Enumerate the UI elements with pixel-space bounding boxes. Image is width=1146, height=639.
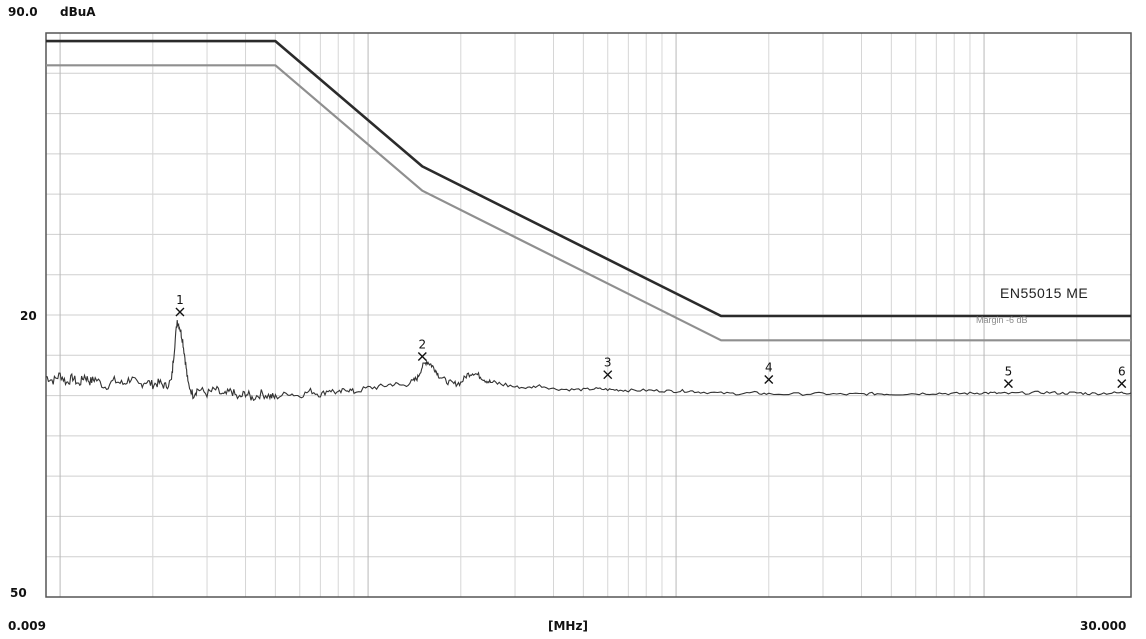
marker-x-stroke (603, 370, 613, 380)
measurement-trace (45, 320, 1132, 402)
peak-marker: 4 (764, 361, 774, 385)
y-unit-label: dBuA (60, 5, 96, 19)
limit-line-label: EN55015 ME (1000, 285, 1088, 301)
marker-label: 2 (418, 337, 426, 351)
margin-line (46, 64, 1131, 342)
marker-label: 3 (604, 356, 612, 370)
series-layer (45, 39, 1132, 402)
y-top-label: 90.0 (8, 5, 38, 19)
peak-marker: 5 (1003, 365, 1013, 389)
marker-x-stroke (1003, 379, 1013, 389)
marker-x-stroke (175, 307, 185, 317)
peak-marker: 1 (175, 293, 185, 317)
marker-label: 6 (1118, 365, 1126, 379)
margin-line-label: Margin -6 dB (976, 315, 1028, 325)
marker-label: 1 (176, 293, 184, 307)
marker-label: 4 (765, 361, 773, 375)
y-bottom-label: 50 (10, 586, 27, 600)
limit-line (46, 39, 1131, 318)
y-mid-label: 20 (20, 309, 37, 323)
x-left-label: 0.009 (8, 619, 46, 633)
peak-marker: 6 (1117, 365, 1127, 389)
peak-marker: 2 (417, 337, 427, 361)
x-unit-label: [MHz] (548, 619, 588, 633)
marker-x-stroke (764, 375, 774, 385)
markers-layer: 1 2 3 4 5 6 (175, 293, 1127, 389)
peak-marker: 3 (603, 356, 613, 380)
marker-label: 5 (1005, 365, 1013, 379)
x-right-label: 30.000 (1080, 619, 1126, 633)
marker-x-stroke (417, 351, 427, 361)
marker-x-stroke (1117, 379, 1127, 389)
